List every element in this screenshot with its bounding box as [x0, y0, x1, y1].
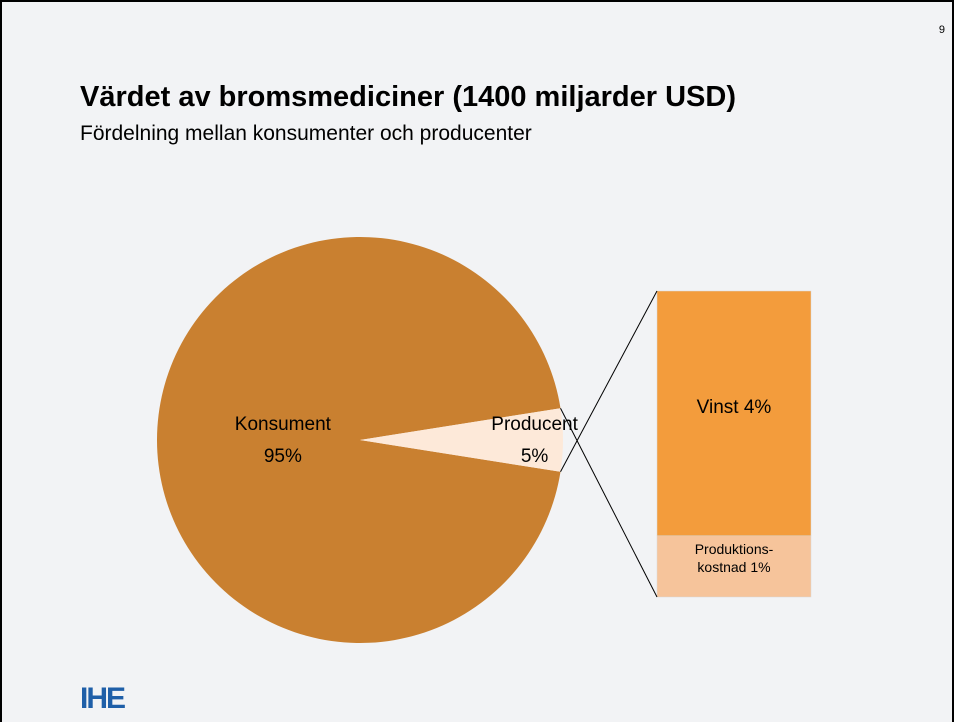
connector-line — [560, 408, 658, 598]
bar-label: Produktions-kostnad 1% — [679, 540, 789, 576]
bar-category: Produktions-kostnad — [694, 540, 774, 575]
bar-value-label: 1% — [750, 558, 771, 575]
slice-label: Konsument — [235, 414, 332, 435]
logo: IHE — [80, 682, 125, 715]
slice-value-label: 5% — [521, 446, 549, 467]
bar-label: Vinst 4% — [657, 396, 811, 418]
chart-subtitle: Fördelning mellan konsumenter och produc… — [80, 122, 532, 145]
slice-value-label: 95% — [264, 446, 302, 467]
slice-label: Producent — [491, 414, 578, 435]
connector-line — [560, 290, 658, 472]
breakdown-bar — [656, 290, 812, 537]
page-number: 9 — [939, 24, 945, 36]
breakdown-bar — [656, 535, 812, 598]
chart-title: Värdet av bromsmediciner (1400 miljarder… — [80, 81, 736, 113]
pie-slice — [360, 408, 563, 472]
pie-slice — [157, 236, 561, 643]
bar-value-label: 4% — [743, 396, 772, 418]
bar-category: Vinst — [696, 396, 739, 418]
